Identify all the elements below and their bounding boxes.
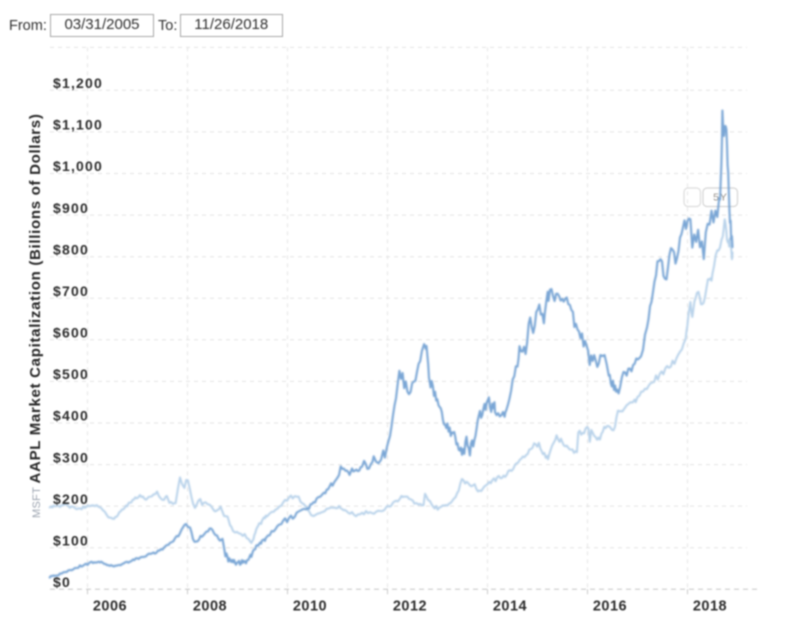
- svg-text:$400: $400: [53, 408, 89, 424]
- svg-text:2008: 2008: [193, 599, 227, 615]
- svg-text:$1,100: $1,100: [53, 117, 103, 133]
- svg-text:2010: 2010: [293, 599, 327, 615]
- svg-text:2012: 2012: [393, 599, 427, 615]
- svg-text:$1,200: $1,200: [53, 75, 103, 91]
- svg-text:2016: 2016: [593, 599, 627, 615]
- svg-text:2018: 2018: [693, 599, 727, 615]
- svg-text:2006: 2006: [93, 599, 127, 615]
- svg-text:$700: $700: [53, 283, 89, 299]
- svg-text:$900: $900: [53, 200, 89, 216]
- svg-text:$0: $0: [53, 574, 71, 590]
- svg-text:$500: $500: [53, 366, 89, 382]
- svg-text:$600: $600: [53, 325, 89, 341]
- svg-text:2014: 2014: [493, 599, 527, 615]
- svg-text:$100: $100: [53, 532, 89, 548]
- svg-text:$800: $800: [53, 241, 89, 257]
- svg-text:$200: $200: [53, 491, 89, 507]
- svg-text:$300: $300: [53, 449, 89, 465]
- svg-text:$1,000: $1,000: [53, 158, 103, 174]
